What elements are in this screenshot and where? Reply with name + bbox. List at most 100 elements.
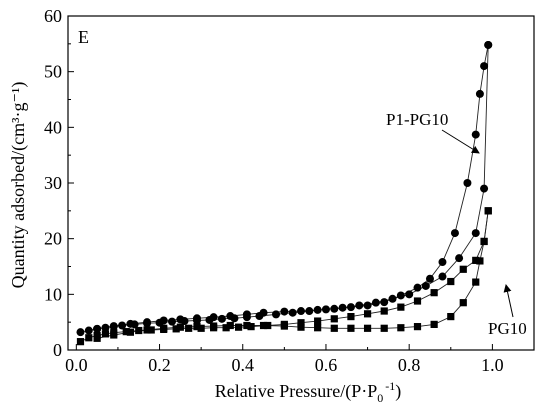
annotation-p1-pg10: P1-PG10 xyxy=(386,110,448,129)
p1-pg10-desorption-point xyxy=(109,322,118,331)
x-axis-label: Relative Pressure/(P·P0-1) xyxy=(215,379,401,403)
pg10-desorption-point xyxy=(193,323,201,331)
y-tick-label: 60 xyxy=(44,6,62,26)
x-tick-label: 0.6 xyxy=(315,355,338,375)
pg10-desorption-point xyxy=(110,331,118,339)
annotation-pg10: PG10 xyxy=(488,319,527,338)
x-axis-label-sup: -1 xyxy=(385,379,395,393)
pg10-desorption-point xyxy=(210,322,218,330)
p1-pg10-adsorption-point xyxy=(371,298,380,307)
pg10-adsorption-point xyxy=(264,321,272,330)
p1-pg10-adsorption-point xyxy=(118,321,127,330)
x-axis-label-close: ) xyxy=(395,381,401,402)
pg10-adsorption-point xyxy=(85,334,93,342)
series-markers xyxy=(76,40,493,346)
p1-pg10-adsorption-point xyxy=(338,303,347,312)
p1-pg10-desorption-point xyxy=(259,308,268,317)
pg10-desorption-point xyxy=(297,323,305,331)
pg10-desorption-point xyxy=(363,324,372,332)
pg10-desorption-point xyxy=(459,299,467,307)
p1-pg10-adsorption-point xyxy=(455,254,464,263)
p1-pg10-desorption-point xyxy=(438,258,447,267)
p1-pg10-desorption-point xyxy=(280,307,289,316)
pg10-adsorption-point xyxy=(397,303,405,311)
p1-pg10-adsorption-point xyxy=(168,317,177,326)
pg10-desorption-point xyxy=(413,323,422,331)
p1-pg10-desorption-point xyxy=(484,40,493,49)
p1-pg10-adsorption-point xyxy=(217,314,226,323)
pg10-adsorption-point xyxy=(330,315,338,323)
p1-pg10-desorption-point xyxy=(176,315,185,324)
p1-pg10-desorption-point xyxy=(226,312,235,321)
pg10-adsorption-point xyxy=(472,256,480,264)
pg10-desorption-point xyxy=(472,278,480,286)
y-tick-label: 30 xyxy=(44,173,62,193)
p1-pg10-adsorption-point xyxy=(272,310,281,319)
pg10-desorption-point xyxy=(243,321,251,330)
p1-pg10-desorption-point xyxy=(126,319,135,328)
pg10-adsorption-point xyxy=(314,317,322,325)
pg10-desorption-point xyxy=(480,237,488,246)
x-axis-label-main: Relative Pressure/(P·P xyxy=(215,381,377,402)
pg10-adsorption-point xyxy=(413,297,422,305)
y-axis-label: Quantity adsorbed/(cm³·g⁻¹) xyxy=(8,82,29,289)
pg10-adsorption-point xyxy=(247,323,255,331)
p1-pg10-desorption-point xyxy=(425,274,434,283)
p1-pg10-desorption-point xyxy=(93,324,102,333)
p1-pg10-desorption-point xyxy=(192,314,201,323)
y-tick-label: 50 xyxy=(44,62,62,82)
pg10-adsorption-point xyxy=(380,307,388,315)
p1-pg10-desorption-point xyxy=(413,283,422,292)
x-tick-label: 0.8 xyxy=(398,355,421,375)
x-axis-label-sub: 0 xyxy=(377,391,383,403)
pg10-desorption-point xyxy=(176,323,184,331)
annotation-p1-pg10-arrow xyxy=(441,129,480,154)
x-tick-label: 1.0 xyxy=(481,355,504,375)
p1-pg10-desorption-point xyxy=(363,301,372,310)
y-tick-label: 0 xyxy=(53,340,62,360)
p1-pg10-adsorption-point xyxy=(480,184,489,193)
pg10-desorption-point xyxy=(143,326,151,334)
p1-pg10-desorption-point xyxy=(346,303,355,312)
pg10-desorption-point xyxy=(126,328,135,336)
p1-pg10-desorption-point xyxy=(330,304,339,313)
pg10-desorption-point xyxy=(226,321,234,330)
p1-pg10-adsorption-point xyxy=(101,323,110,332)
p1-pg10-desorption-point xyxy=(159,316,168,325)
pg10-adsorption-point xyxy=(101,330,110,338)
pg10-desorption-point xyxy=(447,313,455,321)
axis-ticks: 0.0 0.2 0.4 0.6 0.8 1.0 0 10 20 30 40 50 60 xyxy=(44,6,504,375)
pg10-adsorption-point xyxy=(363,310,372,318)
pg10-adsorption-point xyxy=(185,324,193,332)
pg10-adsorption-point xyxy=(459,265,467,273)
pg10-adsorption-point xyxy=(222,324,230,332)
pg10-adsorption-point xyxy=(76,338,85,346)
p1-pg10-desorption-point xyxy=(475,89,484,98)
pg10-desorption-point xyxy=(484,207,492,215)
p1-pg10-desorption-point xyxy=(297,307,305,316)
pg10-desorption-point xyxy=(330,324,338,332)
p1-pg10-desorption-point xyxy=(396,291,405,300)
pg10-adsorption-point xyxy=(297,319,305,327)
pg10-desorption-point xyxy=(259,321,268,330)
y-tick-label: 10 xyxy=(44,284,62,304)
pg10-adsorption-point xyxy=(447,277,455,286)
pg10-desorption-point xyxy=(347,324,355,332)
pg10-desorption-point xyxy=(476,257,484,265)
p1-pg10-adsorption-point xyxy=(405,290,414,299)
pg10-adsorption-point xyxy=(347,313,355,321)
p1-pg10-desorption-point xyxy=(463,179,472,187)
x-tick-label: 0.2 xyxy=(148,355,171,375)
pg10-desorption-point xyxy=(314,324,322,332)
p1-pg10-desorption-point xyxy=(143,318,152,327)
p1-pg10-adsorption-point xyxy=(84,326,93,335)
pg10-adsorption-point xyxy=(122,328,130,336)
p1-pg10-adsorption-point xyxy=(421,281,430,290)
p1-pg10-desorption-point xyxy=(471,130,480,139)
annotation-pg10-arrow xyxy=(503,284,514,318)
series-lines xyxy=(80,44,489,343)
p1-pg10-adsorption-point xyxy=(76,328,85,337)
p1-pg10-desorption-point xyxy=(313,305,322,314)
p1-pg10-adsorption-point xyxy=(321,305,330,314)
